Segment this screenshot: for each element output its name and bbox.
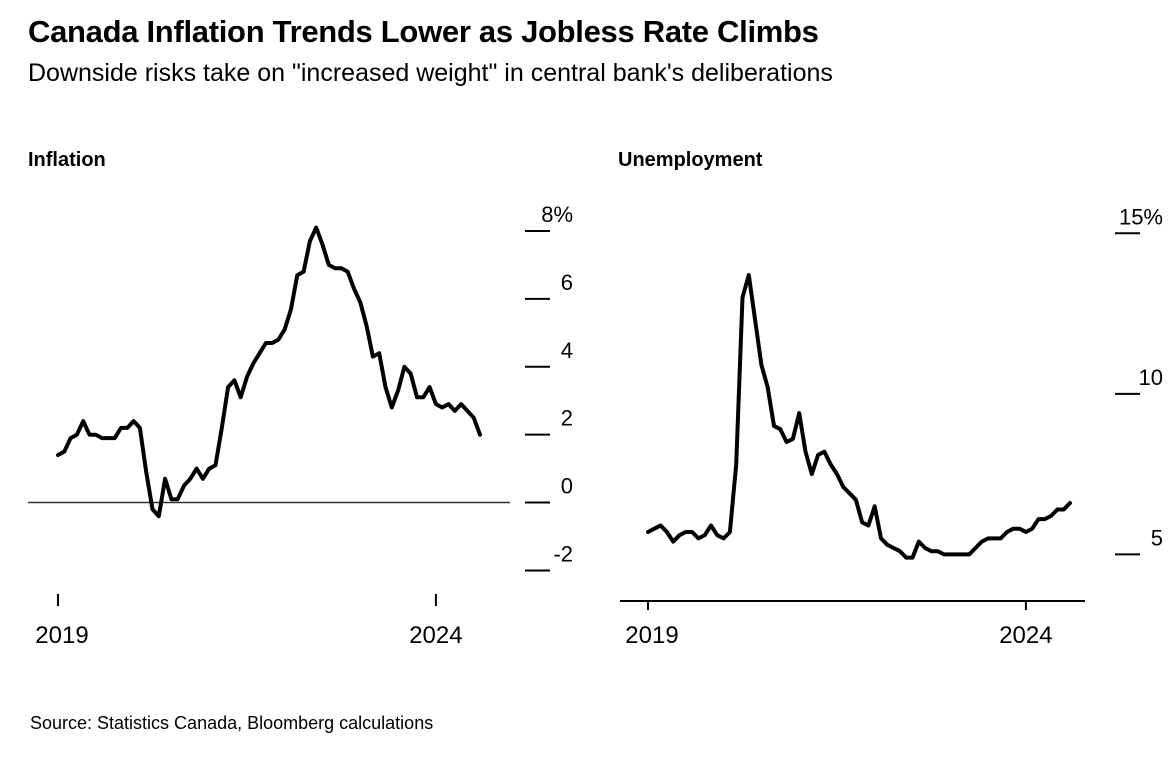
charts-row: Inflation 8% 6 4 2 0 -2 2019 2024 Unemployment … xyxy=(28,148,1173,656)
unemployment-chart-title: Unemployment xyxy=(618,148,763,171)
unemployment-chart-panel: Unemployment 15% 10 5 2019 2024 xyxy=(618,148,1173,656)
x-tick-label: 2019 xyxy=(625,622,678,649)
x-tick-label: 2024 xyxy=(409,622,462,649)
x-tick-label: 2024 xyxy=(999,622,1052,649)
y-tick-label: 8% xyxy=(541,202,573,227)
inflation-chart-svg: 8% 6 4 2 0 -2 2019 2024 xyxy=(28,202,573,649)
x-tick-label: 2019 xyxy=(35,622,88,649)
page: Canada Inflation Trends Lower as Jobless… xyxy=(28,14,1173,733)
unemployment-chart: 15% 10 5 2019 2024 xyxy=(618,186,1173,656)
inflation-series-line xyxy=(56,225,482,518)
y-tick-label: -2 xyxy=(553,541,573,566)
y-tick-label: 4 xyxy=(561,337,573,362)
unemployment-series-line xyxy=(646,272,1072,560)
y-tick-label: 5 xyxy=(1151,525,1163,550)
y-tick-label: 6 xyxy=(561,270,573,295)
y-tick-label: 0 xyxy=(561,473,573,498)
source-note: Source: Statistics Canada, Bloomberg cal… xyxy=(30,712,434,733)
unemployment-chart-svg: 15% 10 5 2019 2024 xyxy=(620,204,1163,649)
y-tick-label: 15% xyxy=(1119,204,1163,229)
y-tick-label: 10 xyxy=(1139,364,1163,389)
inflation-chart-panel: Inflation 8% 6 4 2 0 -2 2019 2024 xyxy=(28,148,583,656)
inflation-chart-title: Inflation xyxy=(28,148,106,171)
page-title: Canada Inflation Trends Lower as Jobless… xyxy=(28,14,819,49)
inflation-chart: 8% 6 4 2 0 -2 2019 2024 xyxy=(28,186,583,656)
y-tick-label: 2 xyxy=(561,405,573,430)
page-subtitle: Downside risks take on "increased weight… xyxy=(28,58,833,87)
